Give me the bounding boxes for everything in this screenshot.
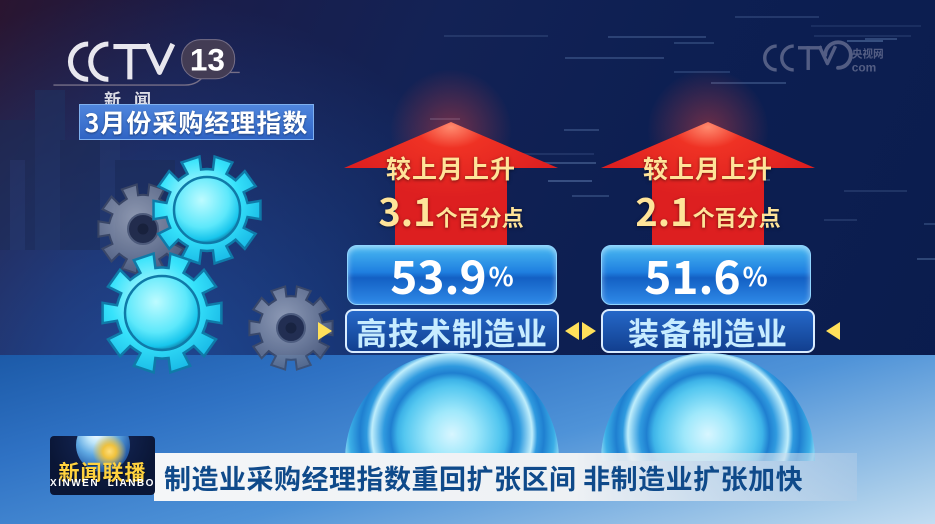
svg-text:13: 13 — [190, 42, 225, 78]
svg-text:com: com — [852, 60, 877, 74]
svg-text:央视网: 央视网 — [852, 47, 884, 62]
